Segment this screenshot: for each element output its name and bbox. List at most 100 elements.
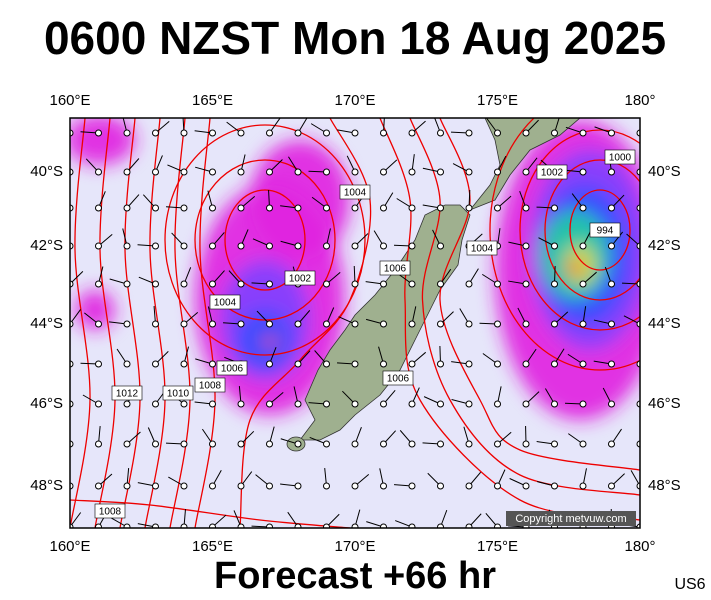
- station-dot: [152, 523, 159, 528]
- station-dot: [522, 280, 530, 288]
- station-dot: [551, 400, 558, 408]
- isobar-label: 1004: [344, 188, 367, 199]
- station-dot: [608, 168, 615, 176]
- isobar-label-box: [379, 260, 411, 276]
- station-dot: [323, 320, 330, 328]
- station-dot: [494, 168, 501, 176]
- station-dot: [180, 280, 188, 288]
- station-dot: [95, 440, 102, 448]
- station-dot: [266, 440, 273, 448]
- station-dot: [608, 280, 615, 288]
- station-dot: [380, 482, 387, 490]
- station-dot: [180, 482, 188, 490]
- station-dot: [465, 129, 473, 137]
- latitude-label: 42°S: [30, 237, 63, 254]
- station-dot: [608, 400, 615, 408]
- station-dot: [579, 482, 587, 490]
- station-dot: [408, 168, 416, 176]
- latitude-label: 48°S: [648, 477, 681, 494]
- station-dot: [437, 440, 444, 448]
- station-dot: [465, 280, 473, 288]
- station-dot: [579, 242, 587, 250]
- station-dot: [551, 360, 558, 368]
- station-dot: [579, 204, 587, 212]
- station-dot: [437, 400, 444, 408]
- isobar: [544, 159, 640, 301]
- station-dot: [408, 280, 416, 288]
- station-dot: [551, 320, 558, 328]
- isobar: [379, 118, 640, 521]
- station-dot: [209, 280, 216, 288]
- station-dot: [323, 242, 330, 250]
- station-dot: [152, 280, 159, 288]
- station-dot: [294, 168, 302, 176]
- station-dot: [408, 242, 416, 250]
- longitude-label: 175°E: [477, 92, 518, 109]
- station-dot: [608, 360, 615, 368]
- station-dot: [551, 280, 558, 288]
- station-dot: [351, 280, 359, 288]
- station-dot: [465, 204, 473, 212]
- station-dot: [123, 129, 131, 137]
- station-dot: [209, 242, 216, 250]
- station-dot: [294, 204, 302, 212]
- station-dot: [294, 129, 302, 137]
- station-dot: [494, 320, 501, 328]
- isobar-label-box: [209, 294, 241, 310]
- station-dot: [152, 482, 159, 490]
- station-dot: [237, 204, 245, 212]
- station-dot: [522, 400, 530, 408]
- station-dot: [465, 320, 473, 328]
- isobar-label: 1004: [471, 244, 494, 255]
- isobar-label: 1010: [167, 389, 190, 400]
- station-dot: [123, 482, 131, 490]
- isobar-label-box: [339, 184, 371, 200]
- station-dot: [123, 168, 131, 176]
- station-dot: [152, 360, 159, 368]
- isobar-label-box: [382, 370, 414, 386]
- station-dot: [294, 440, 302, 448]
- station-dot: [437, 523, 444, 528]
- station-dot: [95, 482, 102, 490]
- wind-barb: [639, 131, 640, 133]
- station-dot: [608, 320, 615, 328]
- station-dot: [437, 482, 444, 490]
- latitude-label: 46°S: [30, 395, 63, 412]
- station-dot: [123, 280, 131, 288]
- map-area: 1000 1002 994 1004 1004 1002 1004 1006 1006 1006 1…: [70, 118, 640, 528]
- station-dot: [180, 440, 188, 448]
- station-dot: [266, 129, 273, 137]
- station-dot: [408, 129, 416, 137]
- wind-barb: [70, 484, 71, 486]
- station-dot: [351, 482, 359, 490]
- station-dot: [465, 523, 473, 528]
- isobar-label: 1006: [387, 374, 410, 385]
- station-dot: [266, 320, 273, 328]
- station-dot: [209, 204, 216, 212]
- wind-barb: [70, 362, 71, 364]
- isobar-label-box: [111, 385, 143, 401]
- station-dot: [551, 482, 558, 490]
- station-dot: [152, 168, 159, 176]
- station-dot: [323, 400, 330, 408]
- isobar-label: 1008: [99, 507, 122, 518]
- station-dot: [408, 523, 416, 528]
- station-dot: [579, 280, 587, 288]
- station-dot: [266, 400, 273, 408]
- isobar: [70, 499, 351, 528]
- station-dot: [351, 168, 359, 176]
- rain-area: [263, 336, 277, 348]
- latitude-label: 40°S: [648, 163, 681, 180]
- station-dot: [123, 204, 131, 212]
- station-dot: [294, 242, 302, 250]
- map-frame: [69, 117, 641, 529]
- station-dot: [380, 400, 387, 408]
- station-dot: [95, 400, 102, 408]
- isobar: [489, 118, 640, 371]
- station-dot: [551, 242, 558, 250]
- station-dot: [123, 440, 131, 448]
- station-dot: [494, 360, 501, 368]
- precipitation: [70, 118, 640, 420]
- longitude-label: 165°E: [192, 538, 233, 555]
- wind-barb: [70, 132, 71, 133]
